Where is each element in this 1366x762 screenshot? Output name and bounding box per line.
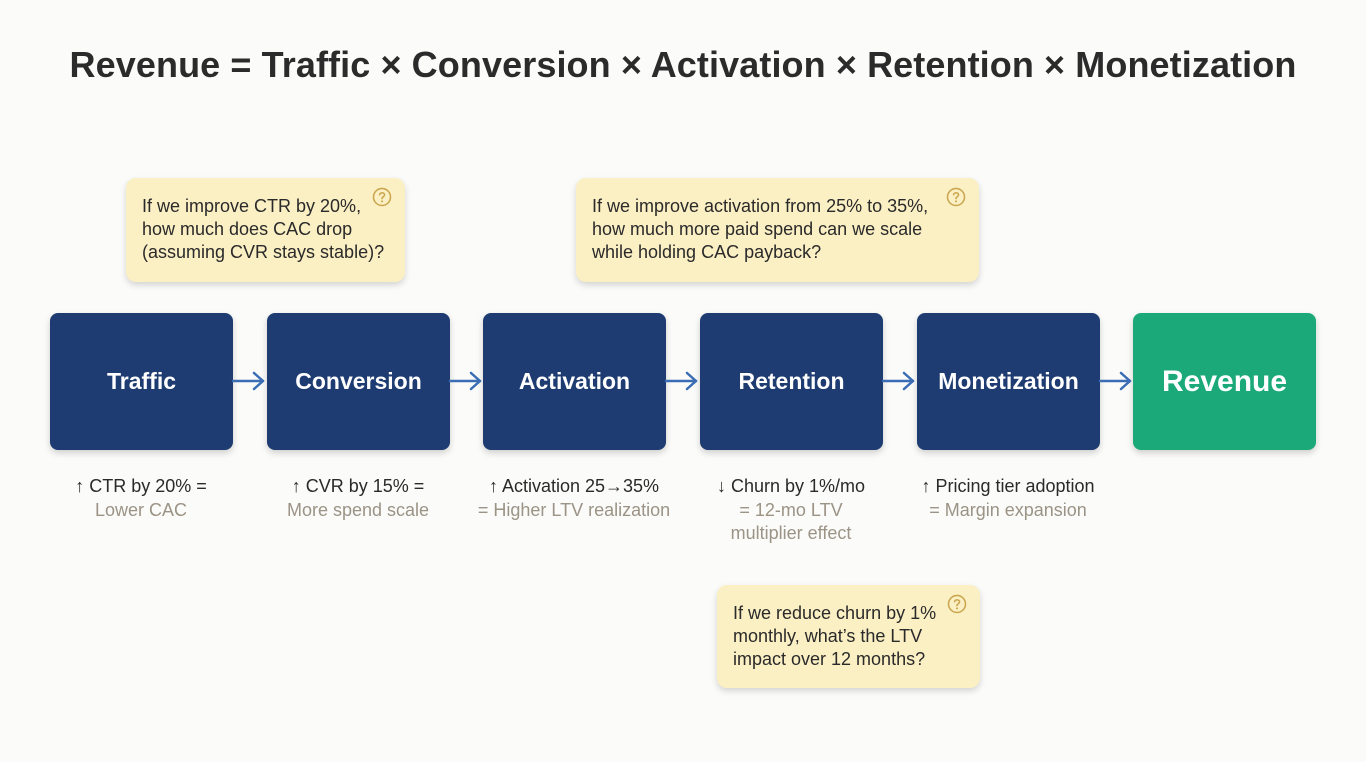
note-line: If we improve activation from 25% to 35%… <box>592 196 929 216</box>
stage-box-revenue: Revenue <box>1133 313 1316 450</box>
question-circle-icon <box>372 187 392 207</box>
arrow-right-icon <box>881 371 915 391</box>
note-line: how much does CAC drop <box>142 219 353 239</box>
metric-retention: ↓ Churn by 1%/mo = 12-mo LTV multiplier … <box>681 475 901 546</box>
note-churn-question: If we reduce churn by 1% monthly, what’s… <box>717 585 980 688</box>
metric-line: Lower CAC <box>94 499 188 520</box>
note-ctr-question: If we improve CTR by 20%, how much does … <box>126 178 405 282</box>
metric-line: ↑ Pricing tier adoption <box>921 476 1095 496</box>
metric-line: ↑ CVR by 15% = <box>291 476 425 496</box>
note-line: monthly, what’s the LTV <box>733 626 923 646</box>
note-line: (assuming CVR stays stable)? <box>142 242 385 262</box>
metric-line: ↑ Activation 25→35% <box>488 476 660 496</box>
note-line: how much more paid spend can we scale <box>592 219 923 239</box>
question-circle-icon <box>946 187 966 207</box>
arrow-right-icon <box>1098 371 1132 391</box>
metric-line: ↑ CTR by 20% = <box>75 476 207 496</box>
note-line: while holding CAC payback? <box>592 242 822 262</box>
metric-line: = Higher LTV realization <box>477 499 671 520</box>
arrow-right-icon <box>231 371 265 391</box>
note-line: If we reduce churn by 1% <box>733 603 937 623</box>
arrow-right-icon <box>664 371 698 391</box>
stage-box-traffic: Traffic <box>50 313 233 450</box>
stage-box-retention: Retention <box>700 313 883 450</box>
metric-line: multiplier effect <box>730 523 852 543</box>
note-activation-question: If we improve activation from 25% to 35%… <box>576 178 979 282</box>
metric-line: More spend scale <box>286 499 430 520</box>
stage-box-conversion: Conversion <box>267 313 450 450</box>
arrow-right-icon <box>448 371 482 391</box>
metric-traffic: ↑ CTR by 20% = Lower CAC <box>31 475 251 522</box>
metric-line: = 12-mo LTV <box>739 499 843 520</box>
note-line: impact over 12 months? <box>733 649 926 669</box>
metric-activation: ↑ Activation 25→35% = Higher LTV realiza… <box>464 475 684 522</box>
metric-line: ↓ Churn by 1%/mo <box>716 476 866 496</box>
question-circle-icon <box>947 594 967 614</box>
note-line: If we improve CTR by 20%, <box>142 196 362 216</box>
metric-monetization: ↑ Pricing tier adoption = Margin expansi… <box>898 475 1118 522</box>
diagram-title: Revenue = Traffic × Conversion × Activat… <box>69 44 1297 85</box>
stage-box-activation: Activation <box>483 313 666 450</box>
metric-conversion: ↑ CVR by 15% = More spend scale <box>248 475 468 522</box>
metric-line: = Margin expansion <box>929 499 1087 520</box>
stage-box-monetization: Monetization <box>917 313 1100 450</box>
